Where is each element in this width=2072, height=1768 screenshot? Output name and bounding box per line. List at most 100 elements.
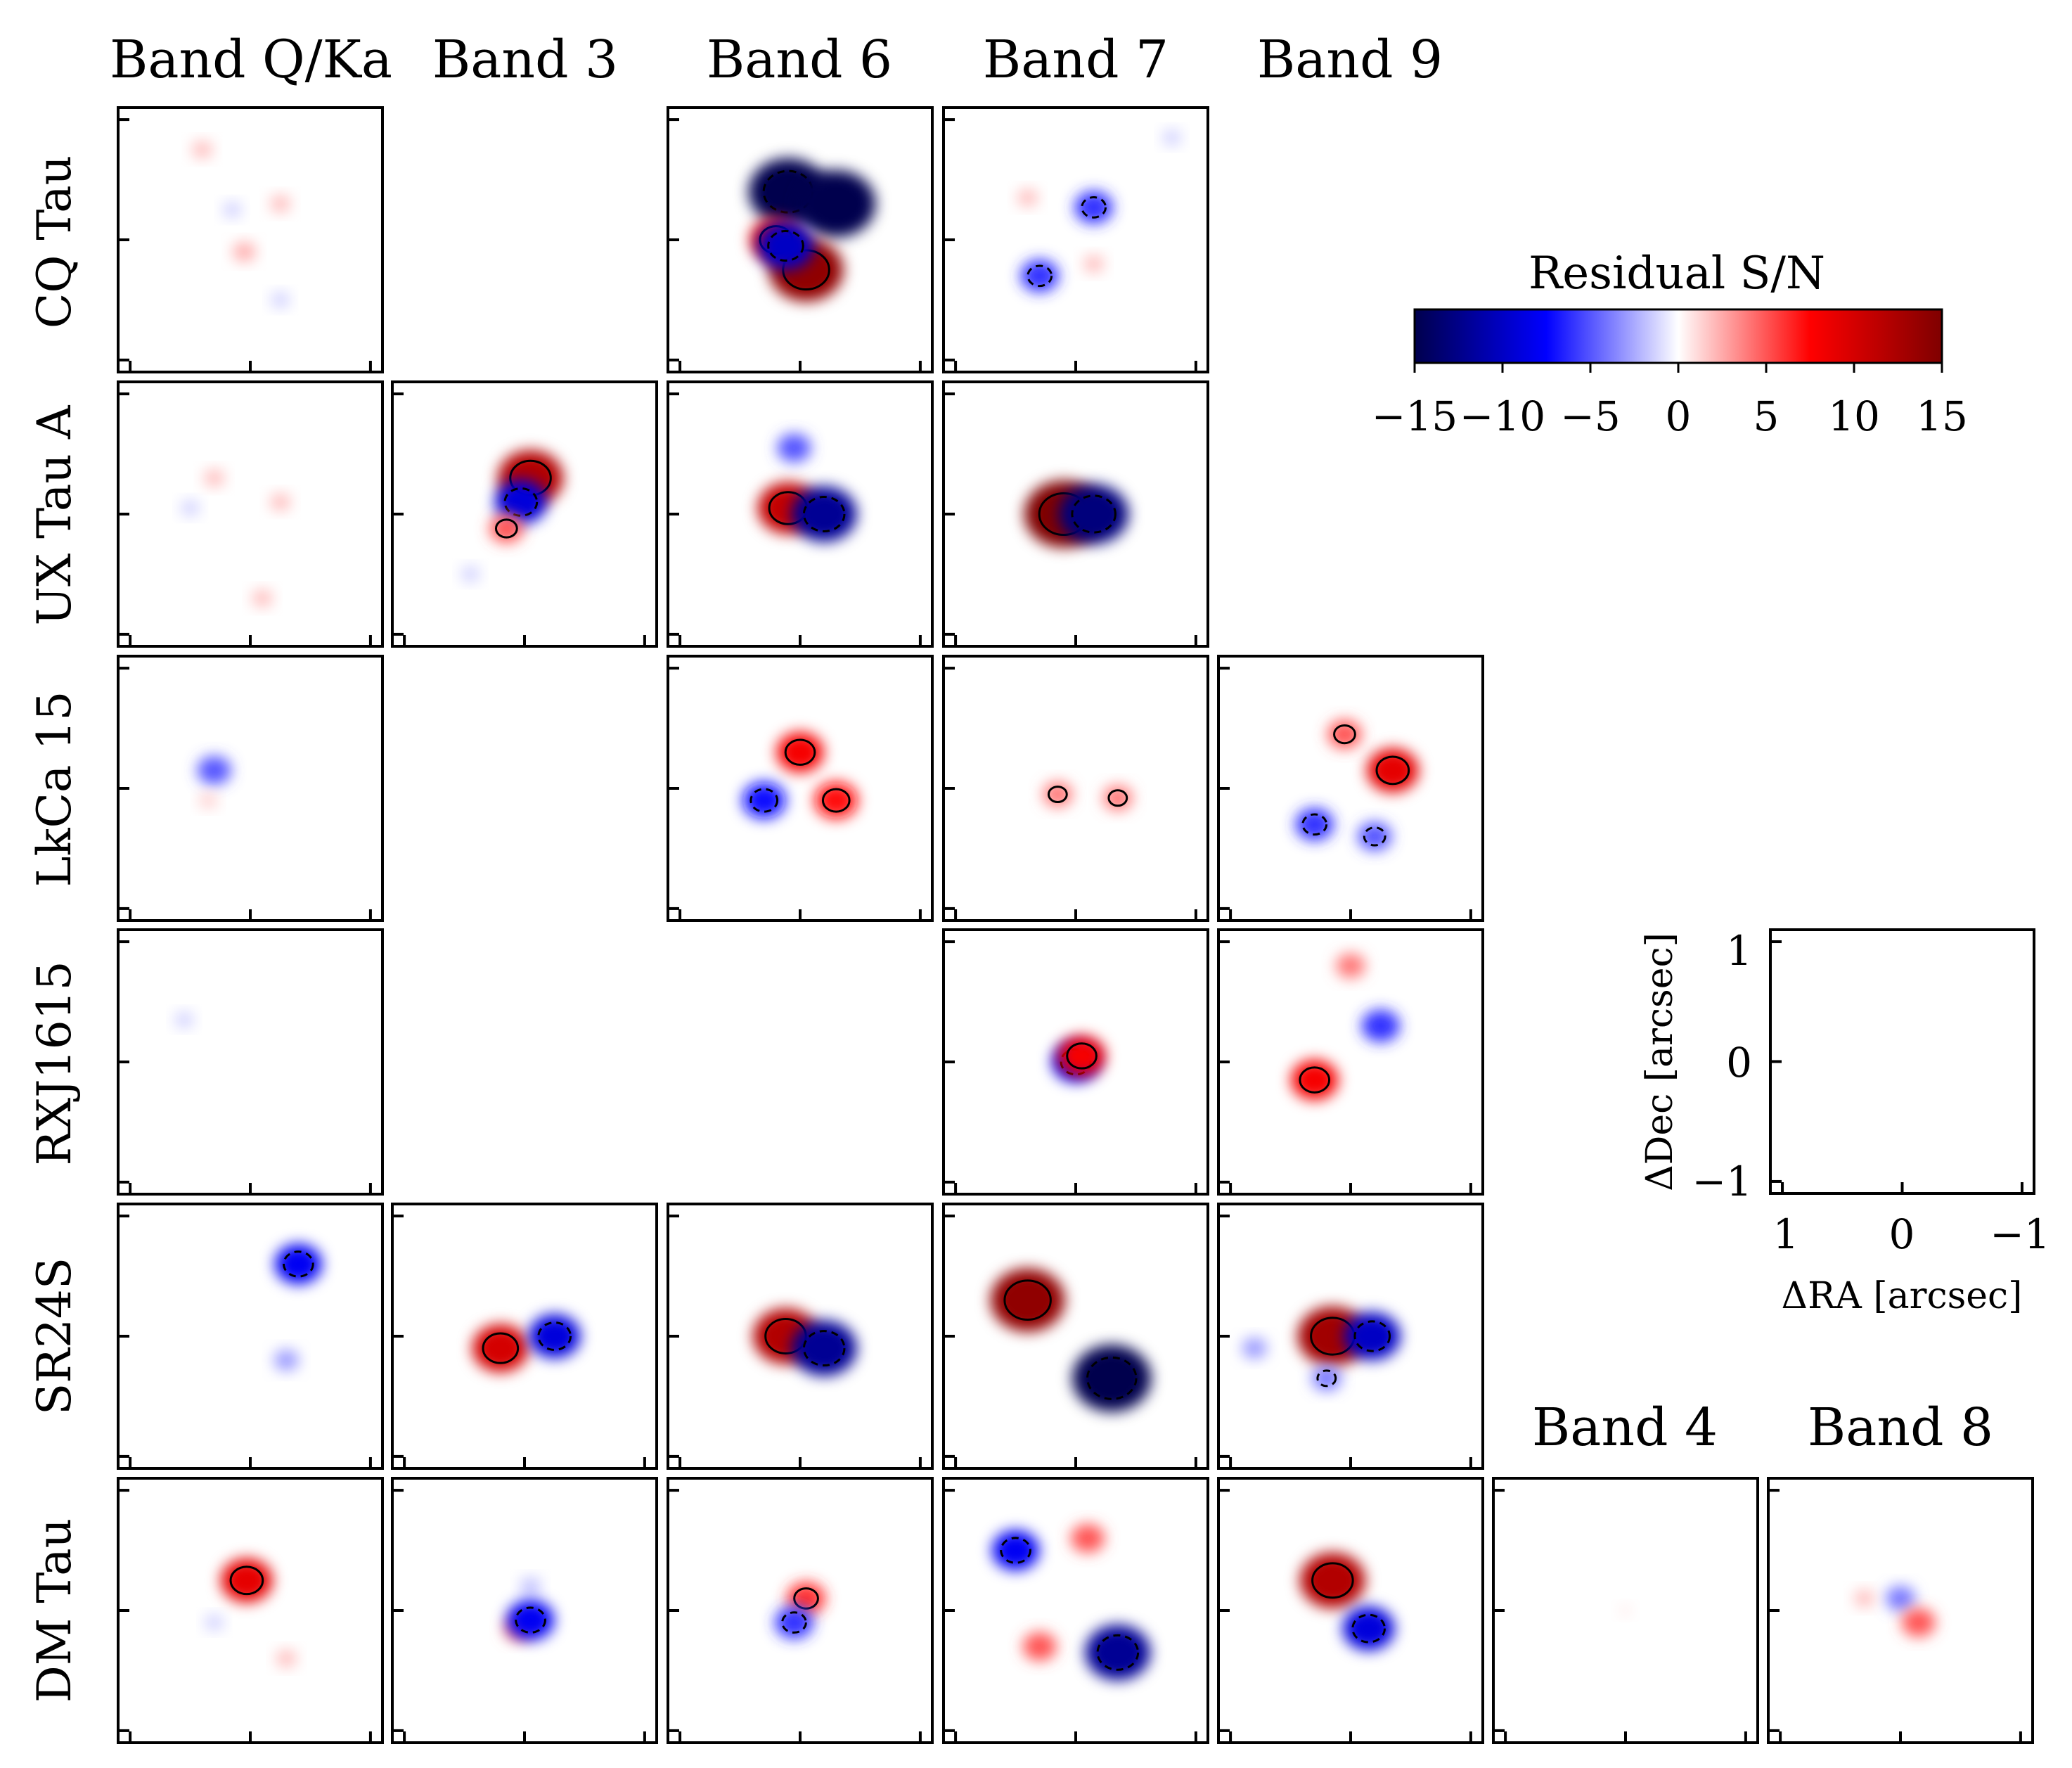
positive-residual-blob (1336, 953, 1365, 978)
panel-sr24s-band-6 (667, 1203, 934, 1470)
negative-residual-blob (271, 292, 290, 308)
positive-contour (1066, 1042, 1098, 1070)
colorbar: Residual S/N −15 −10 −5 0 5 10 15 (1372, 248, 1968, 440)
panel-frame (117, 655, 384, 922)
positive-contour (1375, 755, 1410, 786)
row-label-cq-tau: CQ Tau (27, 155, 82, 328)
negative-residual-blob (175, 1012, 193, 1028)
panel-dm-tau-band-9 (1217, 1477, 1484, 1744)
panel-frame (1217, 1477, 1484, 1744)
panel-frame (1492, 1477, 1759, 1744)
panel-frame (942, 928, 1209, 1196)
negative-contour (1363, 826, 1386, 847)
negative-residual-blob (1074, 191, 1113, 224)
negative-contour (1086, 1356, 1138, 1400)
negative-residual-blob (1242, 1338, 1267, 1359)
panel-sr24s-band-3 (391, 1203, 658, 1470)
positive-contour (482, 1332, 520, 1364)
panel-frame (667, 1477, 934, 1744)
row-label-dm-tau: DM Tau (27, 1518, 82, 1703)
positive-residual-blob (252, 589, 273, 607)
col-title-band-7: Band 7 (983, 30, 1169, 90)
ytick-label-1: 1 (1726, 927, 1752, 975)
col-title-band-4: Band 4 (1532, 1397, 1718, 1458)
panel-background (118, 1478, 382, 1743)
panel-background (118, 656, 382, 921)
panel-frame (942, 380, 1209, 648)
negative-residual-blob (742, 782, 786, 819)
panel-background (1218, 656, 1483, 921)
negative-residual-blob (274, 1350, 299, 1371)
positive-residual-blob (1017, 188, 1038, 207)
panel-background (668, 656, 932, 921)
colorbar-gradient (1413, 308, 1943, 364)
negative-residual-blob (791, 1320, 857, 1376)
ytick-label-minus1: −1 (1692, 1158, 1753, 1205)
panel-rxj1615-band-9 (1217, 928, 1484, 1196)
negative-residual-blob (797, 170, 876, 238)
panel-dm-tau-band-q-ka (117, 1477, 384, 1744)
positive-residual-blob (1083, 255, 1105, 273)
negative-contour (1353, 1320, 1391, 1352)
panel-frame (117, 928, 384, 1196)
positive-residual-blob (1297, 1306, 1368, 1366)
negative-contour (503, 487, 539, 517)
negative-residual-blob (775, 1606, 813, 1639)
panel-frame (117, 106, 384, 373)
panel-dm-tau-band-7 (942, 1477, 1209, 1744)
colorbar-label: Residual S/N (1529, 248, 1825, 300)
row-label-sr24s: SR24S (27, 1257, 82, 1415)
negative-residual-blob (777, 433, 811, 463)
negative-residual-blob (1886, 1586, 1915, 1611)
panel-cq-tau-band-7 (942, 106, 1209, 373)
panel-frame (117, 1477, 384, 1744)
col-title-band-3: Band 3 (432, 30, 618, 90)
positive-contour (793, 1587, 819, 1610)
negative-contour (1351, 1613, 1386, 1644)
negative-residual-blob (1361, 1009, 1400, 1042)
panel-lkca-15-band-7 (942, 655, 1209, 922)
panel-frame (117, 380, 384, 648)
positive-contour (1107, 789, 1128, 807)
y-axis-label: ΔDec [arcsec] (1639, 933, 1681, 1191)
positive-residual-blob (270, 493, 291, 511)
positive-contour (1333, 724, 1356, 745)
positive-residual-blob (199, 793, 217, 808)
negative-residual-blob (197, 755, 231, 785)
positive-contour (821, 788, 851, 813)
panel-sr24s-band-7 (942, 1203, 1209, 1470)
xtick-label-1: 1 (1773, 1210, 1799, 1258)
panel-sr24s-band-q-ka (117, 1203, 384, 1470)
panel-frame (1217, 1203, 1484, 1470)
negative-residual-blob (520, 1577, 541, 1596)
panel-background (1218, 1478, 1483, 1743)
row-label-lkca-15: LkCa 15 (27, 691, 82, 888)
panel-frame (942, 106, 1209, 373)
panel-rxj1615-band-7 (942, 928, 1209, 1196)
col-title-band-6: Band 6 (707, 30, 892, 90)
negative-residual-blob (791, 486, 857, 542)
panel-frame (667, 1203, 934, 1470)
negative-contour (749, 788, 779, 813)
negative-residual-blob (1344, 1312, 1401, 1360)
negative-residual-blob (1085, 1625, 1151, 1681)
colorbar-tick-label: −5 (1560, 392, 1621, 440)
positive-residual-blob (1103, 785, 1133, 811)
positive-residual-blob (233, 242, 256, 262)
positive-residual-blob (1299, 1552, 1365, 1608)
axis-reference-panel: 1 0 −1 1 0 −1 ΔRA [arcsec] ΔDec [arcsec] (1639, 927, 2050, 1317)
axis-reference-frame (1769, 928, 2035, 1195)
negative-contour (767, 229, 804, 262)
negative-contour (1000, 1537, 1031, 1564)
panel-background (944, 108, 1208, 372)
panel-frame (942, 1477, 1209, 1744)
positive-residual-blob (270, 195, 291, 212)
panel-frame (942, 1203, 1209, 1470)
positive-contour (494, 518, 518, 539)
negative-contour (1316, 1369, 1337, 1388)
panel-background (118, 108, 382, 372)
positive-residual-blob (1291, 1060, 1339, 1101)
negative-residual-blob (757, 222, 814, 270)
positive-contour (1311, 1562, 1354, 1599)
panel-ux-tau-a-band-7 (942, 380, 1209, 648)
